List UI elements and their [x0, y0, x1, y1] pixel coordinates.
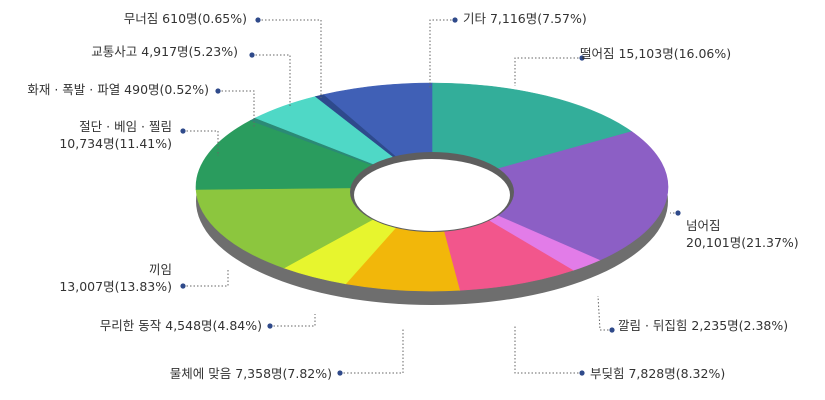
- slice-label: 교통사고 4,917명(5.23%): [91, 44, 238, 59]
- slice-label-line: 물체에 맞음 7,358명(7.82%): [170, 366, 332, 381]
- slice-label-line: 넘어짐: [686, 218, 721, 233]
- leader-dot: [180, 283, 186, 289]
- slice-label: 물체에 맞음 7,358명(7.82%): [170, 366, 332, 381]
- leader-line: [597, 295, 612, 331]
- leader-dot: [180, 128, 186, 134]
- pie-slice: [431, 131, 669, 261]
- leader-line: [218, 90, 255, 128]
- slice-labels: 떨어짐 15,103명(16.06%) 넘어짐 20,101명(21.37%) 깔림 …: [27, 11, 798, 381]
- slice-label: 넘어짐 20,101명(21.37%): [686, 218, 799, 250]
- slice-label-line: 절단 · 베임 · 찔림: [79, 119, 172, 134]
- slice-label-line: 부딪힘 7,828명(8.32%): [590, 366, 725, 381]
- slice-label-line: 떨어짐 15,103명(16.06%): [580, 46, 731, 61]
- leader-dot: [267, 323, 273, 329]
- leader-line: [340, 328, 404, 374]
- slice-label-line: 무너짐 610명(0.65%): [124, 11, 247, 26]
- slice-label: 절단 · 베임 · 찔림 10,734명(11.41%): [59, 119, 172, 151]
- leader-line: [183, 130, 219, 156]
- leader-dot: [215, 88, 221, 94]
- leader-dot: [337, 370, 343, 376]
- leader-line: [183, 270, 229, 287]
- leader-dot: [609, 327, 615, 333]
- leader-line: [258, 19, 322, 98]
- leader-dot: [452, 17, 458, 23]
- slice-label: 무리한 동작 4,548명(4.84%): [100, 318, 262, 333]
- slice-label-line: 깔림 · 뒤집힘 2,235명(2.38%): [618, 318, 788, 333]
- donut-hole-center: [354, 159, 510, 231]
- leader-dot: [255, 17, 261, 23]
- slice-label: 무너짐 610명(0.65%): [124, 11, 247, 26]
- slice-label-line: 13,007명(13.83%): [59, 279, 172, 294]
- slice-label: 화재 · 폭발 · 파열 490명(0.52%): [27, 82, 209, 97]
- slice-label: 기타 7,116명(7.57%): [463, 11, 587, 26]
- leader-dot: [579, 55, 585, 61]
- slice-label: 부딪힘 7,828명(8.32%): [590, 366, 725, 381]
- slice-label-line: 무리한 동작 4,548명(4.84%): [100, 318, 262, 333]
- slice-label-line: 끼임: [149, 262, 172, 277]
- leader-line: [514, 326, 582, 374]
- leader-lines: [180, 17, 681, 376]
- leader-dot: [579, 370, 585, 376]
- slice-label: 깔림 · 뒤집힘 2,235명(2.38%): [618, 318, 788, 333]
- slice-label-line: 10,734명(11.41%): [59, 136, 172, 151]
- slice-label-line: 화재 · 폭발 · 파열 490명(0.52%): [27, 82, 209, 97]
- leader-line: [270, 314, 316, 327]
- leader-line: [514, 57, 582, 86]
- slice-label-line: 20,101명(21.37%): [686, 235, 799, 250]
- leader-dot: [249, 52, 255, 58]
- leader-dot: [675, 210, 681, 216]
- leader-line: [252, 54, 291, 106]
- slice-label-line: 기타 7,116명(7.57%): [463, 11, 587, 26]
- slice-label: 끼임 13,007명(13.83%): [59, 262, 172, 294]
- slice-label-line: 교통사고 4,917명(5.23%): [91, 44, 238, 59]
- slice-label: 떨어짐 15,103명(16.06%): [580, 46, 731, 61]
- leader-line: [429, 19, 455, 88]
- donut-hole: [350, 152, 514, 232]
